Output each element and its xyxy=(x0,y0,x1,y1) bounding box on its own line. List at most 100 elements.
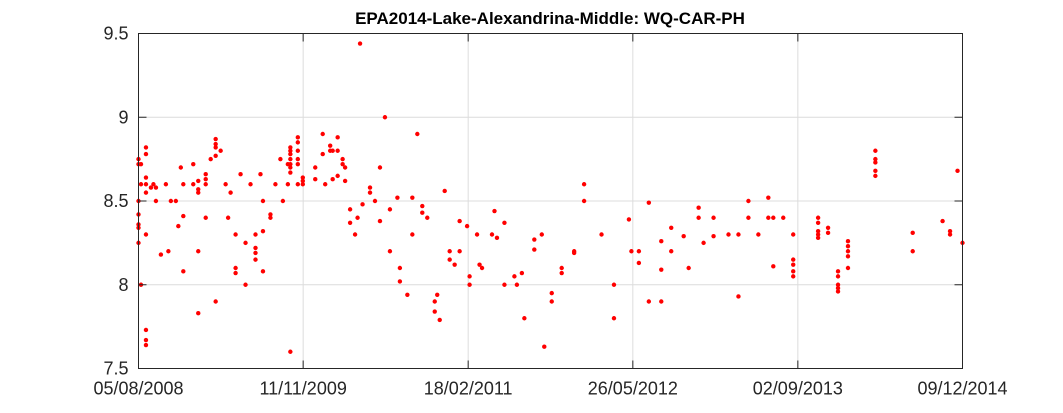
data-point xyxy=(791,274,796,279)
data-point xyxy=(549,290,554,296)
data-point xyxy=(260,228,266,234)
data-point xyxy=(955,168,960,174)
data-point xyxy=(300,175,306,180)
data-point xyxy=(845,249,851,254)
data-point xyxy=(415,131,420,137)
data-point xyxy=(253,232,258,237)
data-point xyxy=(477,262,482,267)
data-point xyxy=(410,195,415,200)
data-point xyxy=(143,175,149,180)
data-point xyxy=(669,225,674,230)
data-point xyxy=(467,274,472,279)
data-point xyxy=(273,182,278,187)
data-point xyxy=(330,148,335,153)
data-point xyxy=(845,244,851,249)
data-point xyxy=(372,198,378,204)
data-point xyxy=(253,257,258,262)
data-point xyxy=(659,239,664,244)
data-point xyxy=(196,249,201,254)
y-tick-label: 9.5 xyxy=(103,24,128,44)
data-point xyxy=(181,213,186,219)
data-point xyxy=(203,177,208,182)
data-point xyxy=(295,161,301,167)
y-tick-label: 8 xyxy=(118,275,128,295)
data-point xyxy=(166,249,171,254)
data-point xyxy=(342,178,348,184)
data-point xyxy=(143,327,149,333)
data-point xyxy=(873,148,878,153)
data-point xyxy=(223,182,228,187)
data-point xyxy=(910,230,915,236)
x-tick-label: 02/09/2013 xyxy=(753,379,843,399)
data-point xyxy=(696,215,701,220)
data-point xyxy=(489,232,495,237)
data-point xyxy=(213,153,218,158)
data-point xyxy=(581,198,587,204)
data-point xyxy=(320,151,325,157)
data-point xyxy=(323,182,328,187)
data-point xyxy=(502,282,507,287)
data-point xyxy=(771,215,776,220)
data-point xyxy=(452,262,457,267)
data-point xyxy=(163,182,169,187)
data-point xyxy=(559,270,564,276)
data-point xyxy=(432,299,437,304)
x-tick-label: 09/12/2014 xyxy=(917,379,1007,399)
data-point xyxy=(581,182,587,187)
data-point xyxy=(208,156,213,162)
data-point xyxy=(611,316,617,321)
data-point xyxy=(736,294,741,299)
data-point xyxy=(437,317,442,323)
data-point xyxy=(835,289,841,294)
data-point xyxy=(464,223,470,229)
data-point xyxy=(669,249,674,254)
data-points xyxy=(136,41,965,354)
data-point xyxy=(835,285,841,291)
data-point xyxy=(382,115,388,120)
data-point xyxy=(203,215,208,220)
data-point xyxy=(947,232,953,237)
x-tick-label: 18/02/2011 xyxy=(424,379,513,399)
data-point xyxy=(168,198,174,204)
data-point xyxy=(218,148,223,153)
data-point xyxy=(420,210,425,215)
data-point xyxy=(626,217,632,222)
tick-marks xyxy=(138,33,963,369)
data-point xyxy=(659,267,664,272)
data-point xyxy=(196,190,201,195)
data-point xyxy=(815,228,821,234)
data-point xyxy=(300,178,306,184)
data-point xyxy=(258,172,263,177)
data-point xyxy=(519,270,525,276)
data-point xyxy=(367,185,373,190)
data-point xyxy=(313,177,318,182)
data-point xyxy=(342,165,348,170)
data-point xyxy=(280,198,286,204)
data-point xyxy=(238,172,243,177)
data-point xyxy=(492,208,497,214)
data-point xyxy=(873,156,878,162)
data-point xyxy=(397,265,403,271)
data-point xyxy=(225,215,231,220)
data-point xyxy=(815,235,821,241)
data-point xyxy=(549,299,554,304)
data-point xyxy=(288,148,293,153)
data-point xyxy=(213,136,218,142)
data-point xyxy=(288,145,293,150)
data-point xyxy=(288,161,293,167)
data-point xyxy=(532,237,537,242)
data-point xyxy=(781,215,786,220)
data-point xyxy=(442,188,447,194)
data-point xyxy=(233,232,238,237)
data-point xyxy=(253,245,258,251)
data-point xyxy=(181,182,186,187)
data-point xyxy=(196,187,201,192)
data-point xyxy=(559,265,564,271)
data-point xyxy=(288,170,293,175)
data-point xyxy=(143,190,149,195)
data-point xyxy=(542,344,547,349)
data-point xyxy=(248,182,253,187)
data-point xyxy=(203,172,208,177)
data-point xyxy=(367,190,373,195)
data-point xyxy=(143,145,149,150)
